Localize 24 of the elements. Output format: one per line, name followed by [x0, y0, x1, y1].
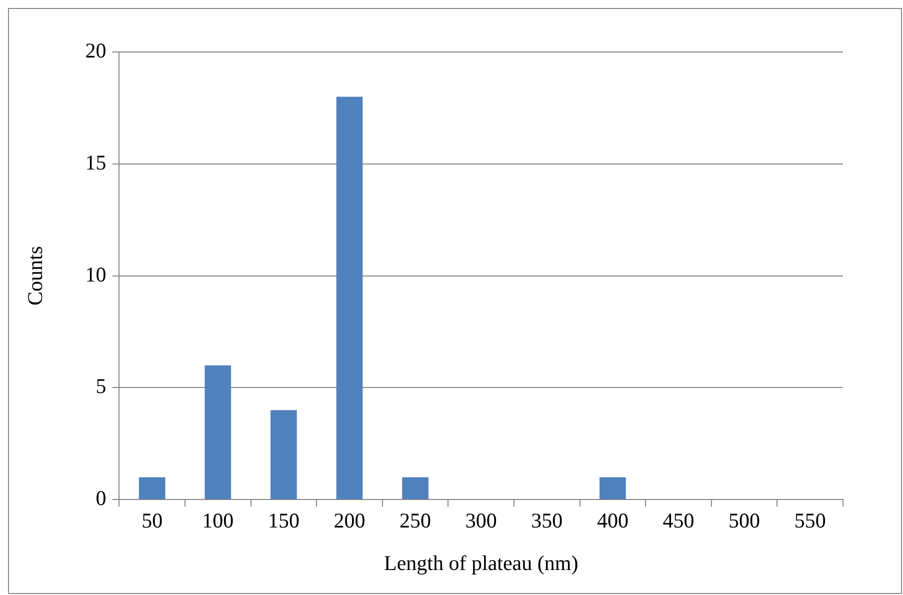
- y-tick-label: 10: [85, 262, 106, 286]
- x-tick-label: 450: [662, 508, 694, 533]
- x-tick-label: 100: [202, 508, 234, 533]
- bar: [402, 477, 428, 500]
- x-tick-label: 300: [465, 508, 497, 533]
- x-tick-label: 50: [142, 508, 163, 533]
- y-tick-label: 20: [85, 38, 106, 63]
- bar: [270, 410, 297, 500]
- y-axis-title: Counts: [23, 246, 48, 306]
- x-tick-label: 500: [728, 508, 760, 533]
- x-tick-label: 250: [400, 508, 432, 533]
- bar: [204, 365, 232, 500]
- x-axis-title: Length of plateau (nm): [384, 550, 578, 575]
- x-tick-label: 200: [334, 508, 366, 533]
- y-tick-label: 0: [96, 486, 106, 510]
- bar: [138, 477, 166, 500]
- y-tick-label: 15: [85, 150, 106, 174]
- bar: [336, 96, 363, 500]
- x-tick-label: 350: [531, 508, 563, 533]
- bar: [600, 477, 626, 500]
- x-tick-label: 550: [794, 508, 826, 533]
- y-tick-label: 5: [96, 374, 106, 398]
- x-tick-label: 400: [596, 508, 628, 533]
- x-tick-label: 150: [268, 508, 300, 533]
